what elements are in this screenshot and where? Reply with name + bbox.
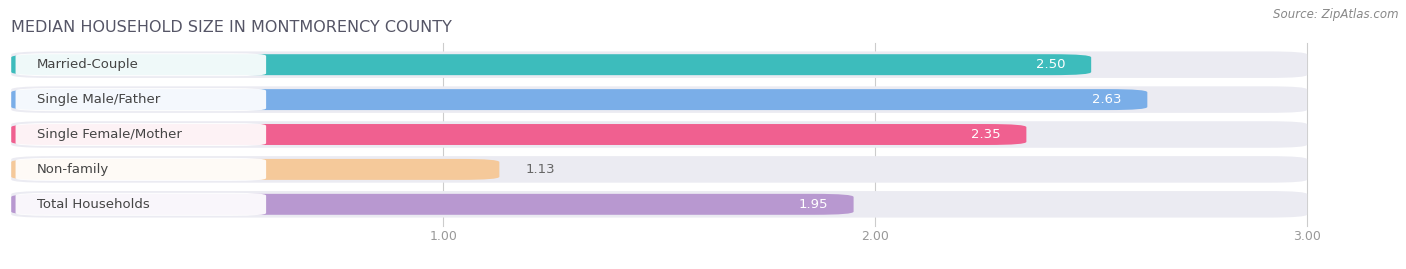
Text: Single Male/Father: Single Male/Father: [37, 93, 160, 106]
Text: Non-family: Non-family: [37, 163, 110, 176]
Text: 2.50: 2.50: [1036, 58, 1066, 71]
FancyBboxPatch shape: [11, 124, 1026, 145]
FancyBboxPatch shape: [11, 86, 1308, 113]
FancyBboxPatch shape: [15, 158, 266, 181]
Text: 2.35: 2.35: [970, 128, 1001, 141]
Text: 1.13: 1.13: [526, 163, 555, 176]
FancyBboxPatch shape: [11, 194, 853, 215]
FancyBboxPatch shape: [15, 123, 266, 146]
FancyBboxPatch shape: [11, 156, 1308, 183]
FancyBboxPatch shape: [11, 51, 1308, 78]
Text: Single Female/Mother: Single Female/Mother: [37, 128, 181, 141]
Text: MEDIAN HOUSEHOLD SIZE IN MONTMORENCY COUNTY: MEDIAN HOUSEHOLD SIZE IN MONTMORENCY COU…: [11, 20, 453, 35]
Text: 1.95: 1.95: [799, 198, 828, 211]
Text: 2.63: 2.63: [1092, 93, 1122, 106]
FancyBboxPatch shape: [11, 54, 1091, 75]
FancyBboxPatch shape: [15, 193, 266, 216]
FancyBboxPatch shape: [11, 191, 1308, 218]
Text: Source: ZipAtlas.com: Source: ZipAtlas.com: [1274, 8, 1399, 21]
FancyBboxPatch shape: [15, 53, 266, 76]
FancyBboxPatch shape: [15, 88, 266, 111]
Text: Total Households: Total Households: [37, 198, 150, 211]
Text: Married-Couple: Married-Couple: [37, 58, 139, 71]
FancyBboxPatch shape: [11, 89, 1147, 110]
FancyBboxPatch shape: [11, 121, 1308, 148]
FancyBboxPatch shape: [11, 159, 499, 180]
